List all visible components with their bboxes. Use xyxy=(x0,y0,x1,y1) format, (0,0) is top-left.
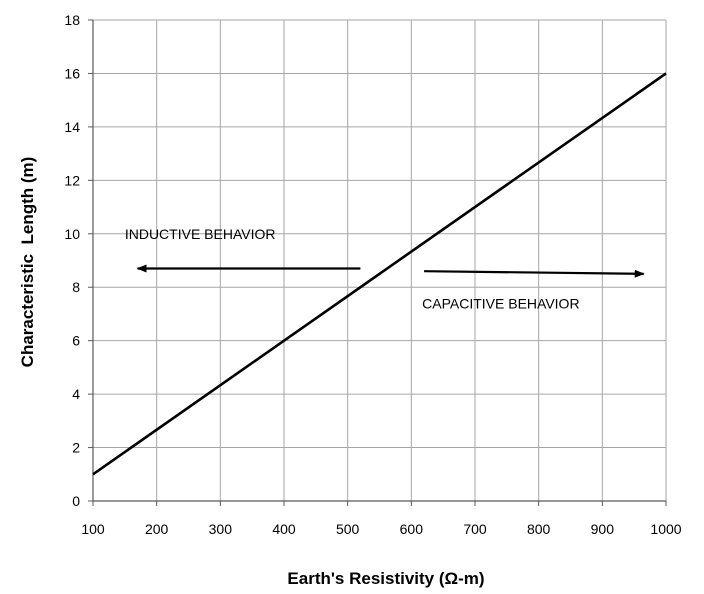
x-tick-label: 1000 xyxy=(650,521,681,537)
y-tick-label: 4 xyxy=(72,386,80,402)
x-tick-label: 100 xyxy=(81,521,105,537)
y-tick-label: 0 xyxy=(72,493,80,509)
axes xyxy=(88,19,667,506)
y-tick-label: 14 xyxy=(64,119,80,135)
x-tick-label: 400 xyxy=(272,521,296,537)
x-tick-label: 700 xyxy=(463,521,487,537)
y-tick-label: 2 xyxy=(72,440,80,456)
tick-labels: 100 200 300 400 500 600 700 800 900 1000 0 2 4 6 8 10 12… xyxy=(64,12,681,537)
y-tick-label: 18 xyxy=(64,12,80,28)
y-tick-label: 10 xyxy=(64,226,80,242)
annotation-arrow xyxy=(424,269,645,278)
x-tick-label: 600 xyxy=(400,521,424,537)
x-tick-label: 800 xyxy=(527,521,551,537)
grid xyxy=(92,19,667,502)
x-tick-label: 200 xyxy=(145,521,169,537)
x-tick-label: 500 xyxy=(336,521,360,537)
y-axis-title: Characteristic Length (m) xyxy=(18,157,37,368)
x-tick-label: 900 xyxy=(591,521,615,537)
y-tick-label: 6 xyxy=(72,333,80,349)
x-tick-label: 300 xyxy=(209,521,233,537)
y-tick-label: 16 xyxy=(64,65,80,81)
series xyxy=(92,72,667,476)
x-axis-title: Earth's Resistivity (Ω-m) xyxy=(287,569,484,588)
annotation-label: INDUCTIVE BEHAVIOR xyxy=(125,226,276,242)
y-tick-label: 8 xyxy=(72,279,80,295)
annotations: INDUCTIVE BEHAVIOR CAPACITIVE BEHAVIOR xyxy=(125,226,645,312)
series-line xyxy=(92,72,667,476)
annotation-label: CAPACITIVE BEHAVIOR xyxy=(422,296,579,312)
y-tick-label: 12 xyxy=(64,172,80,188)
